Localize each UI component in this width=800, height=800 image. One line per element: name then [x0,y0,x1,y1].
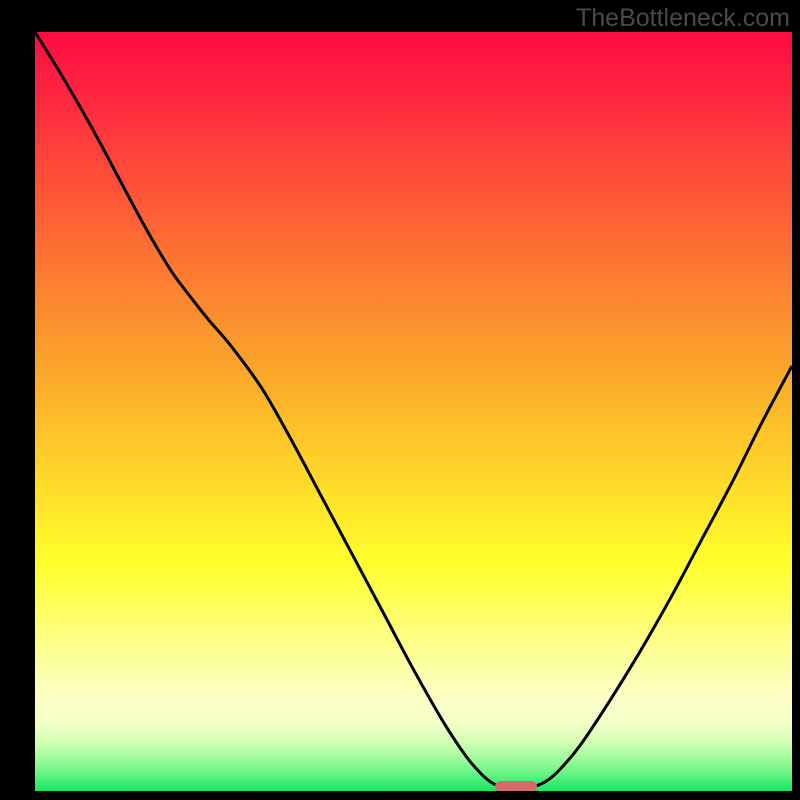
optimal-marker [495,781,537,791]
chart-container: TheBottleneck.com [0,0,800,800]
watermark-text: TheBottleneck.com [576,4,790,33]
bottleneck-curve [35,32,792,791]
plot-area [35,32,792,791]
